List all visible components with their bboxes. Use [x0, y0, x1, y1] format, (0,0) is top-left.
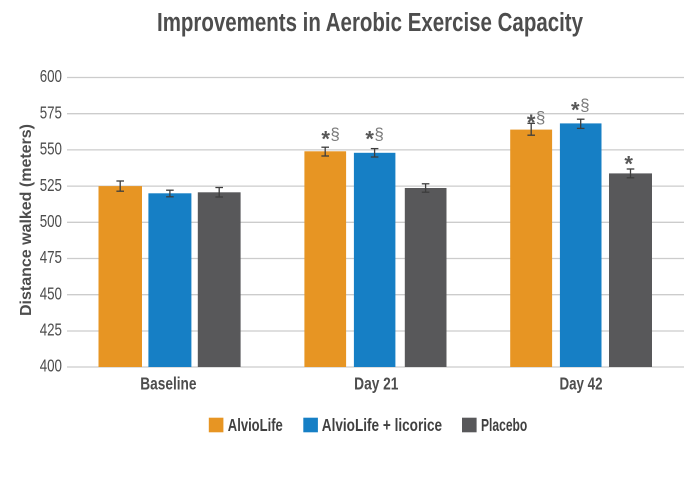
svg-text:Day 21: Day 21	[354, 373, 399, 393]
svg-text:450: 450	[40, 283, 63, 303]
svg-text:550: 550	[40, 139, 63, 159]
svg-text:*§: *§	[527, 108, 546, 135]
svg-text:425: 425	[40, 320, 62, 340]
svg-text:*: *	[624, 152, 633, 177]
svg-text:525: 525	[40, 175, 62, 195]
svg-text:AlvioLife: AlvioLife	[228, 415, 283, 435]
svg-text:*§: *§	[365, 125, 384, 152]
svg-text:475: 475	[40, 247, 62, 267]
svg-text:Distance walked (meters): Distance walked (meters)	[18, 124, 35, 316]
svg-text:400: 400	[40, 356, 63, 376]
svg-text:575: 575	[40, 102, 62, 122]
svg-text:Baseline: Baseline	[140, 373, 196, 393]
svg-text:*§: *§	[571, 96, 590, 123]
svg-text:600: 600	[40, 66, 63, 86]
svg-text:Placebo: Placebo	[481, 415, 527, 435]
svg-text:*§: *§	[321, 125, 340, 152]
svg-text:AlvioLife + licorice: AlvioLife + licorice	[322, 415, 443, 435]
svg-text:Improvements in Aerobic Exerci: Improvements in Aerobic Exercise Capacit…	[157, 9, 584, 37]
svg-text:Day 42: Day 42	[560, 373, 603, 393]
svg-text:500: 500	[40, 211, 63, 231]
